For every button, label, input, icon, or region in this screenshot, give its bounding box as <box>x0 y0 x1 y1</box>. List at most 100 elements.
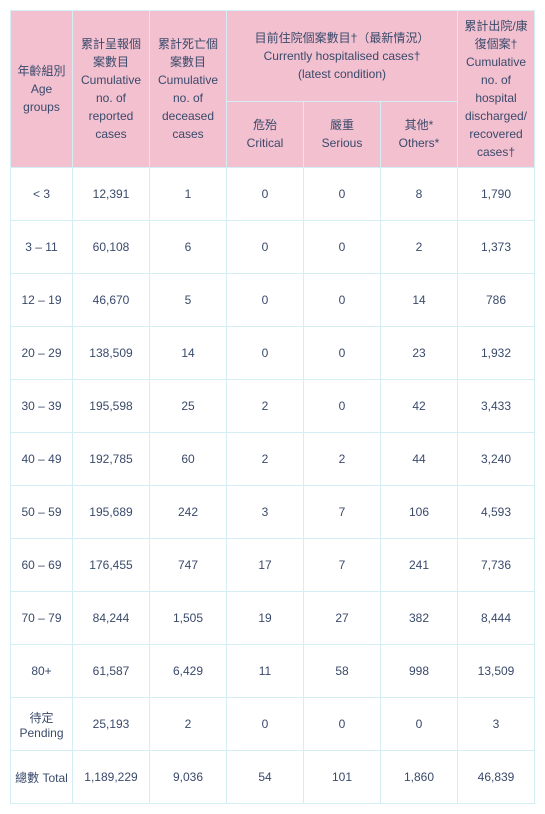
cell-serious: 0 <box>304 380 381 433</box>
col-serious-en: Serious <box>322 136 363 150</box>
col-age-zh: 年齡組別 <box>17 64 65 78</box>
cell-age: 70 – 79 <box>11 592 73 645</box>
cell-reported: 12,391 <box>73 168 150 221</box>
col-reported: 累計呈報個案數目 Cumulative no. of reported case… <box>73 11 150 168</box>
col-reported-en: Cumulative no. of reported cases <box>81 73 141 141</box>
cell-critical: 0 <box>227 698 304 751</box>
cell-reported: 25,193 <box>73 698 150 751</box>
cell-reported: 192,785 <box>73 433 150 486</box>
col-recovered: 累計出院/康復個案† Cumulative no. of hospital di… <box>458 11 535 168</box>
cell-critical: 54 <box>227 751 304 804</box>
cell-deceased: 747 <box>150 539 227 592</box>
cell-others: 1,860 <box>381 751 458 804</box>
col-deceased-zh: 累計死亡個案數目 <box>158 37 218 69</box>
col-others: 其他* Others* <box>381 101 458 167</box>
cell-reported: 1,189,229 <box>73 751 150 804</box>
cell-deceased: 242 <box>150 486 227 539</box>
cell-others: 14 <box>381 274 458 327</box>
cell-critical: 0 <box>227 221 304 274</box>
cell-others: 0 <box>381 698 458 751</box>
col-reported-zh: 累計呈報個案數目 <box>81 37 141 69</box>
cell-serious: 27 <box>304 592 381 645</box>
col-critical: 危殆 Critical <box>227 101 304 167</box>
cell-serious: 0 <box>304 698 381 751</box>
cell-age: 3 – 11 <box>11 221 73 274</box>
table-row: < 312,39110081,790 <box>11 168 535 221</box>
cell-reported: 195,689 <box>73 486 150 539</box>
cell-reported: 46,670 <box>73 274 150 327</box>
cell-deceased: 1 <box>150 168 227 221</box>
cell-age: 40 – 49 <box>11 433 73 486</box>
cell-critical: 2 <box>227 433 304 486</box>
cell-age: 80+ <box>11 645 73 698</box>
cell-serious: 7 <box>304 486 381 539</box>
cell-recovered: 7,736 <box>458 539 535 592</box>
table-row: 總數 Total1,189,2299,036541011,86046,839 <box>11 751 535 804</box>
cell-serious: 101 <box>304 751 381 804</box>
cell-critical: 2 <box>227 380 304 433</box>
cell-age: 50 – 59 <box>11 486 73 539</box>
col-serious: 嚴重 Serious <box>304 101 381 167</box>
table-row: 50 – 59195,689242371064,593 <box>11 486 535 539</box>
cell-reported: 60,108 <box>73 221 150 274</box>
cell-recovered: 1,790 <box>458 168 535 221</box>
cell-deceased: 9,036 <box>150 751 227 804</box>
table-header: 年齡組別 Age groups 累計呈報個案數目 Cumulative no. … <box>11 11 535 168</box>
cell-age: 30 – 39 <box>11 380 73 433</box>
cell-others: 106 <box>381 486 458 539</box>
col-age-en: Age groups <box>23 82 60 114</box>
col-others-zh: 其他* <box>405 118 434 132</box>
cell-recovered: 1,932 <box>458 327 535 380</box>
table-row: 30 – 39195,5982520423,433 <box>11 380 535 433</box>
col-recovered-en: Cumulative no. of hospital discharged/ r… <box>465 55 527 159</box>
col-age: 年齡組別 Age groups <box>11 11 73 168</box>
cell-others: 241 <box>381 539 458 592</box>
table-row: 60 – 69176,4557471772417,736 <box>11 539 535 592</box>
cell-critical: 3 <box>227 486 304 539</box>
cell-critical: 0 <box>227 274 304 327</box>
cell-serious: 0 <box>304 327 381 380</box>
cell-reported: 61,587 <box>73 645 150 698</box>
col-hosp-en1: Currently hospitalised cases† <box>264 49 421 63</box>
cell-deceased: 14 <box>150 327 227 380</box>
cell-recovered: 4,593 <box>458 486 535 539</box>
table-row: 3 – 1160,10860021,373 <box>11 221 535 274</box>
col-deceased-en: Cumulative no. of deceased cases <box>158 73 218 141</box>
table-row: 20 – 29138,5091400231,932 <box>11 327 535 380</box>
cell-age: 12 – 19 <box>11 274 73 327</box>
table-row: 12 – 1946,67050014786 <box>11 274 535 327</box>
cell-recovered: 3 <box>458 698 535 751</box>
cell-deceased: 1,505 <box>150 592 227 645</box>
cell-age: < 3 <box>11 168 73 221</box>
cell-deceased: 2 <box>150 698 227 751</box>
cell-others: 998 <box>381 645 458 698</box>
cell-critical: 19 <box>227 592 304 645</box>
cell-serious: 7 <box>304 539 381 592</box>
cell-deceased: 25 <box>150 380 227 433</box>
cell-deceased: 6,429 <box>150 645 227 698</box>
cases-table: 年齡組別 Age groups 累計呈報個案數目 Cumulative no. … <box>10 10 535 804</box>
cell-others: 382 <box>381 592 458 645</box>
col-recovered-zh: 累計出院/康復個案† <box>464 19 527 51</box>
cell-age: 20 – 29 <box>11 327 73 380</box>
cell-others: 23 <box>381 327 458 380</box>
cell-age: 60 – 69 <box>11 539 73 592</box>
cell-recovered: 3,240 <box>458 433 535 486</box>
cell-deceased: 60 <box>150 433 227 486</box>
cell-serious: 58 <box>304 645 381 698</box>
cell-age: 待定 Pending <box>11 698 73 751</box>
cell-reported: 195,598 <box>73 380 150 433</box>
cell-serious: 0 <box>304 274 381 327</box>
col-critical-en: Critical <box>247 136 284 150</box>
cell-deceased: 6 <box>150 221 227 274</box>
cell-critical: 0 <box>227 327 304 380</box>
table-body: < 312,39110081,7903 – 1160,10860021,3731… <box>11 168 535 804</box>
cell-others: 8 <box>381 168 458 221</box>
col-hospitalised: 目前住院個案數目†（最新情況） Currently hospitalised c… <box>227 11 458 102</box>
cell-others: 2 <box>381 221 458 274</box>
col-deceased: 累計死亡個案數目 Cumulative no. of deceased case… <box>150 11 227 168</box>
cell-recovered: 46,839 <box>458 751 535 804</box>
cell-deceased: 5 <box>150 274 227 327</box>
cell-serious: 0 <box>304 221 381 274</box>
cell-recovered: 786 <box>458 274 535 327</box>
